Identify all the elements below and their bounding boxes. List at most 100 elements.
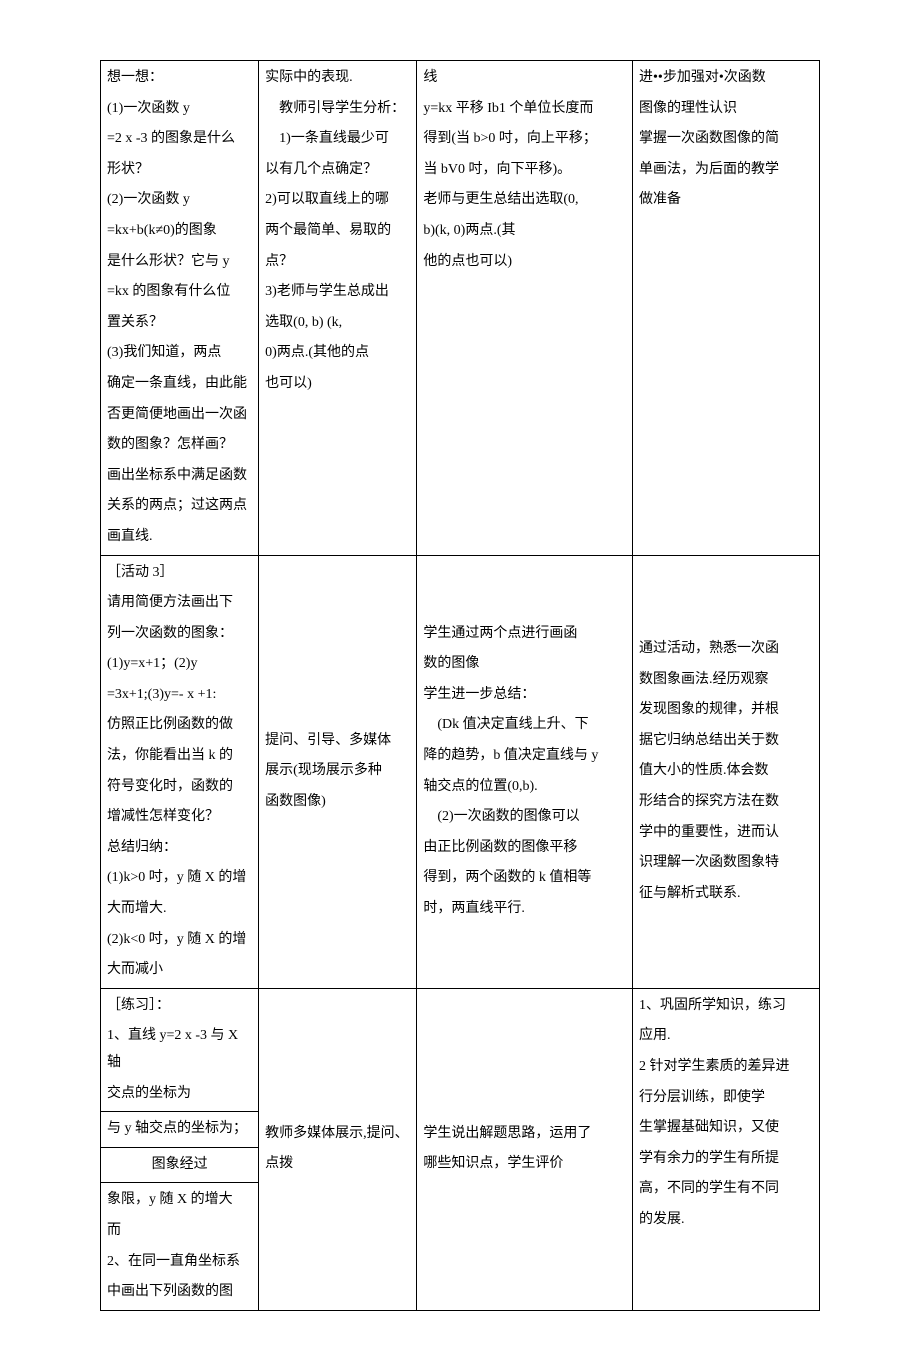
text: 3)老师与学生总成出 — [265, 279, 410, 306]
text: (2)一次函数 y — [107, 187, 252, 214]
text: 数的图象？怎样画？ — [107, 432, 252, 459]
text: 大而减小 — [107, 957, 252, 984]
text: b)(k, 0)两点.(其 — [423, 218, 626, 245]
text: 画直线. — [107, 524, 252, 551]
cell-r3-c3: 学生说出解题思路，运用了 哪些知识点，学生评价 — [417, 988, 633, 1310]
table-row: 想一想： (1)一次函数 y =2 x -3 的图象是什么 形状？ (2)一次函… — [101, 61, 820, 556]
text: 降的趋势，b 值决定直线与 y — [423, 743, 626, 770]
text: 据它归纳总结出关于数 — [639, 728, 813, 755]
text: y=kx 平移 Ib1 个单位长度而 — [423, 96, 626, 123]
text: 选取(0, b) (k, — [265, 310, 410, 337]
text: 生掌握基础知识，又使 — [639, 1115, 813, 1142]
text: 列一次函数的图象： — [107, 621, 252, 648]
text: (1)y=x+1；(2)y — [107, 651, 252, 678]
text: 点拨 — [265, 1151, 410, 1178]
text: (1)一次函数 y — [107, 96, 252, 123]
text: 由正比例函数的图像平移 — [423, 835, 626, 862]
text: 图像的理性认识 — [639, 96, 813, 123]
text: 而 — [107, 1218, 252, 1245]
text: 形结合的探究方法在数 — [639, 789, 813, 816]
text: (1)k>0 吋，y 随 X 的增 — [107, 865, 252, 892]
text: 仿照正比例函数的做 — [107, 712, 252, 739]
text: 否更简便地画出一次函 — [107, 402, 252, 429]
text: (2)一次函数的图像可以 — [423, 804, 626, 831]
cell-r2-c2: 提问、引导、多媒体 展示(现场展示多种 函数图像) — [259, 555, 417, 988]
text: 中画出下列函数的图 — [107, 1279, 252, 1306]
lesson-plan-table: 想一想： (1)一次函数 y =2 x -3 的图象是什么 形状？ (2)一次函… — [100, 60, 820, 1311]
text: 置关系？ — [107, 310, 252, 337]
cell-r1-c4: 进••步加强对•次函数 图像的理性认识 掌握一次函数图像的简 单画法，为后面的教… — [633, 61, 820, 556]
text: 符号变化时，函数的 — [107, 774, 252, 801]
text: 与 y 轴交点的坐标为； — [107, 1116, 252, 1143]
text: 形状？ — [107, 157, 252, 184]
table-row: ［活动 3］ 请用简便方法画出下 列一次函数的图象： (1)y=x+1；(2)y… — [101, 555, 820, 988]
text: 老师与更生总结出选取(0, — [423, 187, 626, 214]
text: =3x+1;(3)y=- x +1: — [107, 682, 252, 709]
text: 他的点也可以) — [423, 249, 626, 276]
text: 大而增大. — [107, 896, 252, 923]
text: 哪些知识点，学生评价 — [423, 1151, 626, 1178]
text: 轴交点的位置(0,b). — [423, 774, 626, 801]
text: ［练习］： — [107, 993, 252, 1020]
text: 画出坐标系中满足函数 — [107, 463, 252, 490]
text: =kx+b(k≠0)的图象 — [107, 218, 252, 245]
text: 学生进一步总结： — [423, 682, 626, 709]
cell-r1-c1: 想一想： (1)一次函数 y =2 x -3 的图象是什么 形状？ (2)一次函… — [101, 61, 259, 556]
text: 函数图像) — [265, 789, 410, 816]
text: 高，不同的学生有不同 — [639, 1176, 813, 1203]
text: 1)一条直线最少可 — [265, 126, 410, 153]
text: 以有几个点确定？ — [265, 157, 410, 184]
text: 做准备 — [639, 187, 813, 214]
text: 掌握一次函数图像的简 — [639, 126, 813, 153]
text: =2 x -3 的图象是什么 — [107, 126, 252, 153]
text: 应用. — [639, 1023, 813, 1050]
text: 象限，y 随 X 的增大 — [107, 1187, 252, 1214]
text: 2)可以取直线上的哪 — [265, 187, 410, 214]
text: 发现图象的规律，并根 — [639, 697, 813, 724]
table-row: ［练习］： 1、直线 y=2 x -3 与 X 轴 交点的坐标为 教师多媒体展示… — [101, 988, 820, 1111]
text: 教师多媒体展示,提问、 — [265, 1121, 410, 1148]
text: 两个最简单、易取的 — [265, 218, 410, 245]
text: 展示(现场展示多种 — [265, 758, 410, 785]
page: 想一想： (1)一次函数 y =2 x -3 的图象是什么 形状？ (2)一次函… — [0, 0, 920, 1351]
text: 征与解析式联系. — [639, 881, 813, 908]
cell-r3c-c1: 图象经过 — [101, 1147, 259, 1183]
text: 学生通过两个点进行画函 — [423, 621, 626, 648]
text: 确定一条直线，由此能 — [107, 371, 252, 398]
text: 图象经过 — [107, 1152, 252, 1179]
cell-r3a-c1: ［练习］： 1、直线 y=2 x -3 与 X 轴 交点的坐标为 — [101, 988, 259, 1111]
text: ［活动 3］ — [107, 560, 252, 587]
text: 提问、引导、多媒体 — [265, 728, 410, 755]
cell-r2-c4: 通过活动，熟悉一次函 数图象画法.经历观察 发现图象的规律，并根 据它归纳总结出… — [633, 555, 820, 988]
text: (3)我们知道，两点 — [107, 340, 252, 367]
cell-r3b-c1: 与 y 轴交点的坐标为； — [101, 1112, 259, 1148]
text: 识理解一次函数图象特 — [639, 850, 813, 877]
text: (Dk 值决定直线上升、下 — [423, 712, 626, 739]
text: 进••步加强对•次函数 — [639, 65, 813, 92]
text: 关系的两点；过这两点 — [107, 493, 252, 520]
text: 想一想： — [107, 65, 252, 92]
text: 教师引导学生分析： — [265, 96, 410, 123]
cell-r3-c4: 1、巩固所学知识，练习 应用. 2 针对学生素质的差异进 行分层训练，即使学 生… — [633, 988, 820, 1310]
cell-r3-c2: 教师多媒体展示,提问、 点拨 — [259, 988, 417, 1310]
text: 行分层训练，即使学 — [639, 1085, 813, 1112]
text: 学中的重要性，进而认 — [639, 820, 813, 847]
cell-r3d-c1: 象限，y 随 X 的增大 而 2、在同一直角坐标系 中画出下列函数的图 — [101, 1183, 259, 1310]
text: 实际中的表现. — [265, 65, 410, 92]
cell-r1-c3: 线 y=kx 平移 Ib1 个单位长度而 得到(当 b>0 吋，向上平移； 当 … — [417, 61, 633, 556]
text: 数图象画法.经历观察 — [639, 667, 813, 694]
text: 法，你能看出当 k 的 — [107, 743, 252, 770]
text: 2 针对学生素质的差异进 — [639, 1054, 813, 1081]
text: 是什么形状？它与 y — [107, 249, 252, 276]
text: 也可以) — [265, 371, 410, 398]
text: 数的图像 — [423, 651, 626, 678]
text: (2)k<0 吋，y 随 X 的增 — [107, 927, 252, 954]
text: 线 — [423, 65, 626, 92]
text: 0)两点.(其他的点 — [265, 340, 410, 367]
text: =kx 的图象有什么位 — [107, 279, 252, 306]
text: 值大小的性质.体会数 — [639, 758, 813, 785]
text: 学有余力的学生有所提 — [639, 1146, 813, 1173]
text: 得到(当 b>0 吋，向上平移； — [423, 126, 626, 153]
text: 总结归纳： — [107, 835, 252, 862]
text: 通过活动，熟悉一次函 — [639, 636, 813, 663]
